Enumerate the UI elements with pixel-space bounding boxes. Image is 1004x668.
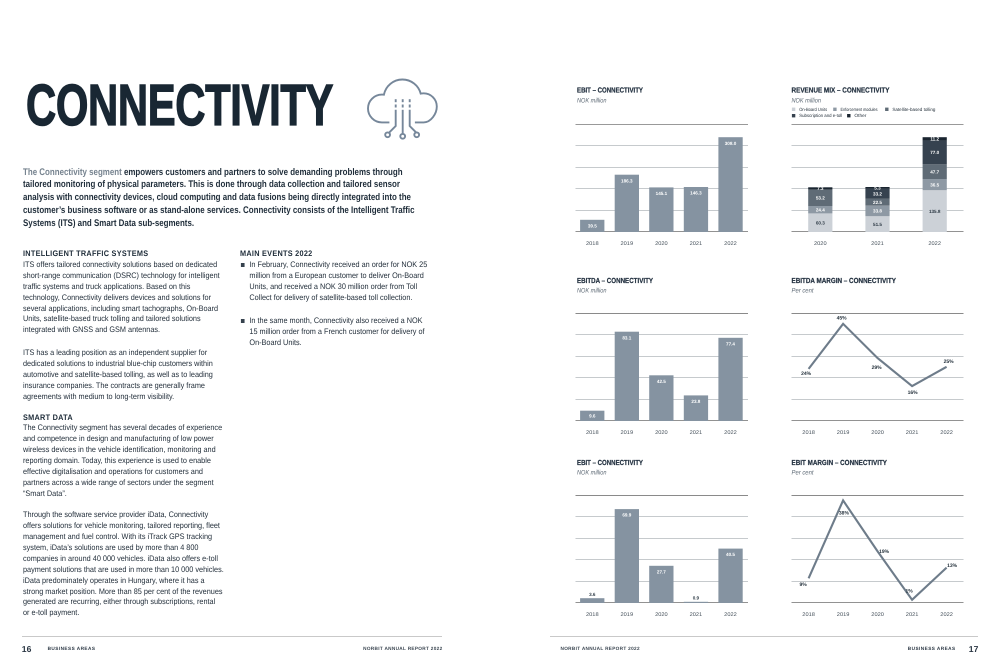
svg-text:2018: 2018 [802, 612, 815, 618]
svg-text:2021: 2021 [690, 430, 703, 436]
svg-text:308.0: 308.0 [725, 141, 737, 146]
svg-text:2022: 2022 [940, 612, 953, 618]
svg-text:Per cent: Per cent [792, 288, 815, 295]
svg-text:2018: 2018 [802, 430, 815, 436]
svg-text:33.2: 33.2 [873, 191, 882, 196]
svg-text:40.5: 40.5 [726, 552, 735, 557]
svg-text:24%: 24% [801, 371, 812, 377]
svg-text:2020: 2020 [655, 241, 668, 247]
svg-text:2018: 2018 [586, 612, 599, 618]
svg-text:NOK million: NOK million [577, 98, 607, 105]
svg-text:29%: 29% [872, 365, 883, 371]
svg-text:47.7: 47.7 [930, 169, 939, 174]
svg-text:Per cent: Per cent [792, 470, 815, 477]
svg-text:2019: 2019 [837, 430, 850, 436]
svg-text:2022: 2022 [928, 241, 941, 247]
svg-text:83.1: 83.1 [622, 335, 631, 340]
svg-text:NOK million: NOK million [577, 288, 607, 295]
svg-text:69.9: 69.9 [622, 513, 631, 518]
svg-text:2021: 2021 [906, 612, 919, 618]
svg-text:Subscription and e-toll: Subscription and e-toll [799, 113, 842, 118]
svg-text:45%: 45% [837, 315, 848, 321]
svg-text:22.5: 22.5 [873, 200, 882, 205]
svg-text:77.0: 77.0 [930, 150, 939, 155]
svg-text:2021: 2021 [690, 241, 703, 247]
svg-text:REVENUE MIX – CONNECTIVITY: REVENUE MIX – CONNECTIVITY [792, 86, 890, 95]
svg-text:2019: 2019 [837, 612, 850, 618]
svg-text:16%: 16% [908, 390, 919, 396]
svg-text:27.7: 27.7 [657, 569, 666, 574]
svg-text:77.4: 77.4 [726, 341, 735, 346]
svg-text:2019: 2019 [621, 430, 634, 436]
svg-text:19%: 19% [879, 549, 890, 555]
svg-text:2021: 2021 [906, 430, 919, 436]
svg-text:EBITDA MARGIN – CONNECTIVITY: EBITDA MARGIN – CONNECTIVITY [792, 276, 897, 285]
svg-text:9%: 9% [799, 582, 807, 588]
svg-text:Other: Other [854, 113, 866, 118]
svg-text:3.6: 3.6 [589, 592, 596, 597]
svg-text:7.3: 7.3 [817, 186, 824, 191]
svg-text:Satellite-based tolling: Satellite-based tolling [892, 107, 935, 112]
svg-text:2022: 2022 [724, 430, 737, 436]
svg-text:135.8: 135.8 [929, 209, 941, 214]
svg-text:2021: 2021 [871, 241, 884, 247]
svg-text:60.3: 60.3 [816, 220, 825, 225]
svg-text:2018: 2018 [586, 241, 599, 247]
svg-text:NOK million: NOK million [792, 98, 822, 105]
svg-text:2019: 2019 [621, 612, 634, 618]
svg-text:39.5: 39.5 [588, 224, 597, 229]
svg-text:EBIT MARGIN – CONNECTIVITY: EBIT MARGIN – CONNECTIVITY [792, 458, 888, 467]
svg-text:2018: 2018 [586, 430, 599, 436]
svg-text:2021: 2021 [690, 612, 703, 618]
svg-text:0.9: 0.9 [693, 596, 700, 601]
svg-text:5.3: 5.3 [874, 186, 881, 191]
svg-text:2020: 2020 [655, 612, 668, 618]
svg-text:23.8: 23.8 [691, 399, 700, 404]
svg-text:2022: 2022 [724, 612, 737, 618]
svg-text:2020: 2020 [814, 241, 827, 247]
svg-text:9.6: 9.6 [589, 414, 596, 419]
svg-text:EBIT – CONNECTIVITY: EBIT – CONNECTIVITY [577, 86, 643, 95]
svg-text:2020: 2020 [871, 430, 884, 436]
svg-text:EBITDA – CONNECTIVITY: EBITDA – CONNECTIVITY [577, 276, 653, 285]
svg-text:Enforcement modules: Enforcement modules [841, 107, 879, 112]
svg-text:2022: 2022 [724, 241, 737, 247]
svg-text:38%: 38% [839, 511, 850, 517]
svg-text:2020: 2020 [655, 430, 668, 436]
svg-text:53.2: 53.2 [816, 196, 825, 201]
svg-text:2022: 2022 [940, 430, 953, 436]
svg-text:EBIT – CONNECTIVITY: EBIT – CONNECTIVITY [577, 458, 643, 467]
svg-text:51.5: 51.5 [873, 222, 882, 227]
svg-text:186.3: 186.3 [621, 178, 633, 183]
svg-text:11.2: 11.2 [930, 137, 939, 142]
svg-text:2020: 2020 [871, 612, 884, 618]
svg-text:13%: 13% [947, 563, 958, 569]
svg-text:On-Board Units: On-Board Units [799, 107, 828, 112]
svg-text:36.5: 36.5 [930, 182, 939, 187]
svg-text:145.1: 145.1 [656, 191, 668, 196]
svg-text:146.3: 146.3 [690, 191, 702, 196]
svg-text:42.5: 42.5 [657, 379, 666, 384]
svg-text:25%: 25% [944, 359, 955, 365]
svg-text:33.8: 33.8 [873, 209, 882, 214]
svg-text:24.4: 24.4 [816, 207, 825, 212]
svg-text:NOK million: NOK million [577, 470, 607, 477]
svg-text:1%: 1% [905, 588, 913, 594]
svg-text:2019: 2019 [621, 241, 634, 247]
